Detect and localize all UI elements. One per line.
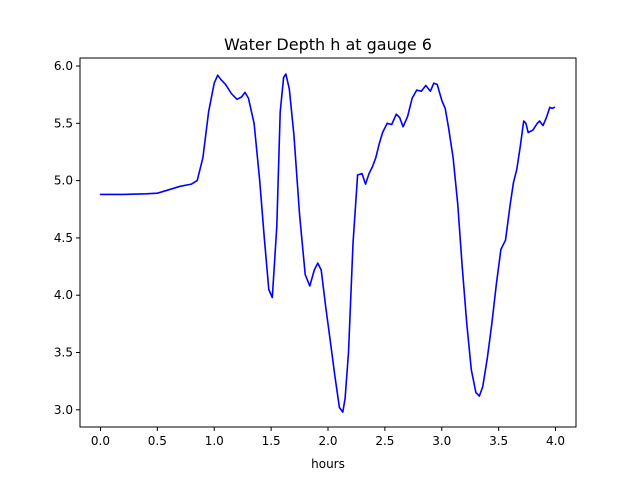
x-tick-label: 1.0 <box>205 434 224 448</box>
chart-title: Water Depth h at gauge 6 <box>224 35 432 54</box>
y-tick-label: 5.0 <box>54 174 73 188</box>
y-tick-label: 6.0 <box>54 59 73 73</box>
y-tick-label: 5.5 <box>54 116 73 130</box>
x-tick-label: 2.5 <box>375 434 394 448</box>
series-line-0 <box>99 73 556 413</box>
x-tick-label: 3.5 <box>489 434 508 448</box>
x-tick-label: 3.0 <box>432 434 451 448</box>
x-axis-label: hours <box>311 457 345 471</box>
x-tick-label: 0.5 <box>148 434 167 448</box>
plot-area: 0.0 0.5 1.0 1.5 2.0 2.5 3.0 3.5 4.0 3.0 3.5 4.0 4.5 5… <box>54 57 577 448</box>
y-tick-label: 4.0 <box>54 288 73 302</box>
x-tick-label: 2.0 <box>318 434 337 448</box>
y-tick-label: 4.5 <box>54 231 73 245</box>
x-tick-label: 4.0 <box>546 434 565 448</box>
x-tick-label: 1.5 <box>262 434 281 448</box>
y-tick-label: 3.5 <box>54 346 73 360</box>
y-tick-label: 3.0 <box>54 403 73 417</box>
x-tick-label: 0.0 <box>91 434 110 448</box>
